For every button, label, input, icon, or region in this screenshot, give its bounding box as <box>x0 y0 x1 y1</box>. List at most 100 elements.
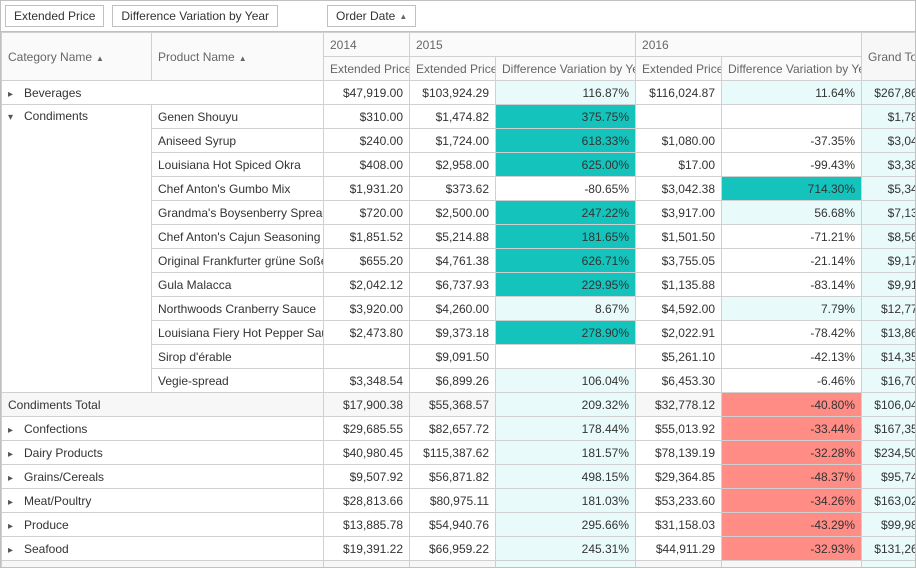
data-cell: $131,261.73 <box>862 537 916 561</box>
expand-icon[interactable] <box>8 518 24 532</box>
product-cell[interactable]: Louisiana Fiery Hot Pepper Sauce <box>152 321 324 345</box>
data-cell: 181.65% <box>496 225 636 249</box>
product-cell[interactable]: Chef Anton's Gumbo Mix <box>152 177 324 201</box>
category-row[interactable]: Seafood <box>2 537 324 561</box>
data-field-diff-variation[interactable]: Difference Variation by Year <box>112 5 278 27</box>
data-cell: -99.43% <box>722 153 862 177</box>
data-cell: $720.00 <box>324 201 410 225</box>
data-cell: $1,851.52 <box>324 225 410 249</box>
category-row[interactable]: Produce <box>2 513 324 537</box>
data-cell: -80.65% <box>496 177 636 201</box>
data-cell: $54,940.76 <box>410 513 496 537</box>
data-cell: $240.00 <box>324 129 410 153</box>
data-cell: $55,368.57 <box>410 393 496 417</box>
row-field-product[interactable]: Product Name <box>152 33 324 81</box>
data-cell: $267,868.16 <box>862 81 916 105</box>
data-cell: $47,919.00 <box>324 81 410 105</box>
data-cell: $115,387.62 <box>410 441 496 465</box>
product-cell[interactable]: Gula Malacca <box>152 273 324 297</box>
hdr-2014-ext[interactable]: Extended Price <box>324 57 410 81</box>
table-row: Beverages$47,919.00$103,924.29116.87%$11… <box>2 81 916 105</box>
data-cell: 618.33% <box>496 129 636 153</box>
product-cell[interactable]: Aniseed Syrup <box>152 129 324 153</box>
product-cell[interactable]: Sirop d'érable <box>152 345 324 369</box>
data-cell: $116,024.87 <box>636 81 722 105</box>
expand-icon[interactable] <box>8 494 24 508</box>
data-cell: $66,959.22 <box>410 537 496 561</box>
category-row[interactable]: Grains/Cereals <box>2 465 324 489</box>
data-cell: $56,871.82 <box>410 465 496 489</box>
data-cell: $2,042.12 <box>324 273 410 297</box>
product-cell[interactable]: Northwoods Cranberry Sauce <box>152 297 324 321</box>
data-cell: $3,755.05 <box>636 249 722 273</box>
data-cell: $13,885.78 <box>324 513 410 537</box>
data-cell: -32.93% <box>722 537 862 561</box>
product-cell[interactable]: Vegie-spread <box>152 369 324 393</box>
category-row[interactable]: Beverages <box>2 81 324 105</box>
data-cell: $310.00 <box>324 105 410 129</box>
category-row[interactable]: Dairy Products <box>2 441 324 465</box>
data-field-extended-price[interactable]: Extended Price <box>5 5 104 27</box>
hdr-2016-ext[interactable]: Extended Price <box>636 57 722 81</box>
table-row: Meat/Poultry$28,813.66$80,975.11181.03%$… <box>2 489 916 513</box>
data-cell: 11.64% <box>722 81 862 105</box>
data-cell: $29,685.55 <box>324 417 410 441</box>
data-cell: 278.90% <box>496 321 636 345</box>
col-2014[interactable]: 2014 <box>324 33 410 57</box>
expand-icon[interactable] <box>8 86 24 100</box>
category-row[interactable]: Meat/Poultry <box>2 489 324 513</box>
data-cell: $106,047.07 <box>862 393 916 417</box>
data-cell: $163,022.37 <box>862 489 916 513</box>
data-cell: 56.68% <box>722 201 862 225</box>
data-cell <box>496 345 636 369</box>
data-cell: $9,091.50 <box>410 345 496 369</box>
product-cell[interactable]: Louisiana Hot Spiced Okra <box>152 153 324 177</box>
expand-icon[interactable] <box>8 470 24 484</box>
data-cell: $2,958.00 <box>410 153 496 177</box>
expand-icon[interactable] <box>8 446 24 460</box>
data-cell: 196.56% <box>496 561 636 568</box>
data-cell: $8,567.90 <box>862 225 916 249</box>
category-row[interactable]: Confections <box>2 417 324 441</box>
product-cell[interactable]: Grandma's Boysenberry Spread <box>152 201 324 225</box>
data-cell: $16,701.10 <box>862 369 916 393</box>
data-cell: -42.13% <box>722 345 862 369</box>
pivot-table: Category Name Product Name 2014 2015 201… <box>1 32 916 568</box>
col-grand-total[interactable]: Grand Total⇵ <box>862 33 916 81</box>
data-cell: $17.00 <box>636 153 722 177</box>
data-cell <box>722 105 862 129</box>
row-field-category[interactable]: Category Name <box>2 33 152 81</box>
data-cell: $3,348.54 <box>324 369 410 393</box>
col-2016[interactable]: 2016 <box>636 33 862 57</box>
data-cell: $1,501.50 <box>636 225 722 249</box>
hdr-2015-diff[interactable]: Difference Variation by Year <box>496 57 636 81</box>
data-cell: $3,044.00 <box>862 129 916 153</box>
product-cell[interactable]: Original Frankfurter grüne Soße <box>152 249 324 273</box>
hdr-2016-diff[interactable]: Difference Variation by Year <box>722 57 862 81</box>
data-cell: $17,900.38 <box>324 393 410 417</box>
product-cell[interactable]: Chef Anton's Cajun Seasoning <box>152 225 324 249</box>
data-cell: $31,158.03 <box>636 513 722 537</box>
data-cell: 626.71% <box>496 249 636 273</box>
product-cell[interactable]: Genen Shouyu <box>152 105 324 129</box>
data-cell: 245.31% <box>496 537 636 561</box>
table-row: Produce$13,885.78$54,940.76295.66%$31,15… <box>2 513 916 537</box>
expand-icon[interactable] <box>8 542 24 556</box>
col-2015[interactable]: 2015 <box>410 33 636 57</box>
data-cell: $1,724.00 <box>410 129 496 153</box>
data-cell: $617,085.11 <box>410 561 496 568</box>
collapse-icon[interactable] <box>8 109 24 123</box>
year-header-row: Category Name Product Name 2014 2015 201… <box>2 33 916 57</box>
data-cell: $103,924.29 <box>410 81 496 105</box>
data-cell: $53,233.60 <box>636 489 722 513</box>
hdr-2015-ext[interactable]: Extended Price <box>410 57 496 81</box>
data-cell <box>324 345 410 369</box>
data-cell: $4,592.00 <box>636 297 722 321</box>
category-row-open[interactable]: Condiments <box>2 105 152 393</box>
data-cell: $1,265,792.94 <box>862 561 916 568</box>
data-cell: $7,137.00 <box>862 201 916 225</box>
data-area: Extended Price Difference Variation by Y… <box>1 1 323 31</box>
expand-icon[interactable] <box>8 422 24 436</box>
data-cell: 209.32% <box>496 393 636 417</box>
col-field-order-date[interactable]: Order Date <box>327 5 416 27</box>
